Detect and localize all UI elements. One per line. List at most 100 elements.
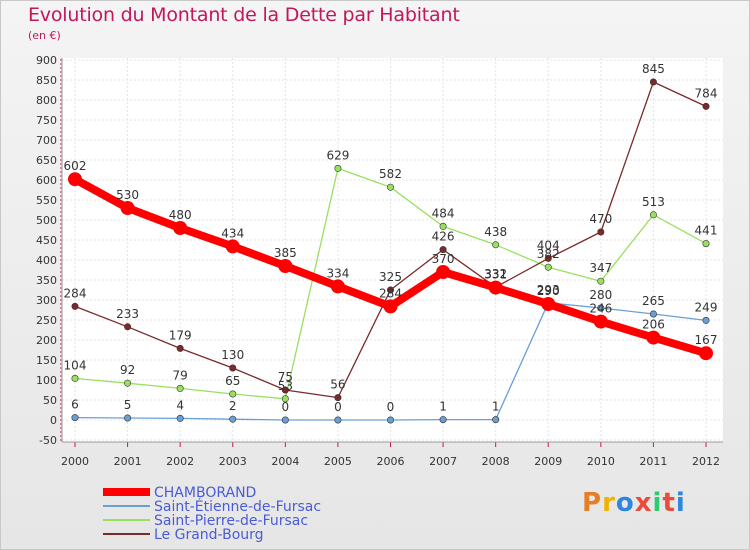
data-label: 334 (326, 266, 349, 280)
data-label: 332 (484, 267, 507, 281)
data-label: 246 (589, 302, 612, 316)
data-point (124, 379, 132, 387)
data-point (646, 330, 661, 345)
y-tick-label: 650 (36, 154, 57, 167)
data-label: 1 (492, 400, 500, 414)
data-point (593, 314, 608, 329)
data-point (436, 265, 451, 279)
data-point (281, 395, 289, 403)
data-label: 2 (229, 399, 237, 413)
data-point (120, 201, 135, 215)
y-tick-label: 900 (36, 54, 57, 67)
data-label: 284 (379, 286, 402, 300)
logo-letter: x (634, 488, 653, 518)
y-tick-label: 100 (36, 374, 57, 387)
proxiti-logo: Proxiti (582, 488, 686, 518)
data-label: 179 (169, 328, 192, 342)
x-tick-label: 2005 (324, 455, 352, 468)
legend-label: CHAMBORAND (154, 485, 256, 501)
x-tick-label: 2011 (639, 455, 667, 468)
data-label: 582 (379, 167, 402, 181)
logo-letter: t (662, 488, 676, 518)
legend-label: Le Grand-Bourg (154, 527, 264, 543)
data-point (699, 346, 713, 361)
y-tick-label: 250 (36, 314, 57, 327)
data-point (702, 102, 710, 110)
data-point (281, 386, 289, 394)
data-label: 0 (334, 400, 342, 414)
y-tick-label: 550 (36, 194, 57, 207)
data-label: 290 (537, 284, 560, 298)
plot-area (62, 58, 723, 442)
data-point (176, 344, 184, 352)
data-point (597, 304, 605, 312)
data-label: 167 (695, 333, 718, 347)
data-label: 404 (537, 238, 560, 252)
y-tick-label: 800 (36, 94, 57, 107)
x-tick-label: 2001 (114, 455, 142, 468)
y-tick-label: 500 (36, 214, 57, 227)
y-tick-label: -50 (39, 434, 57, 447)
data-label: 1 (439, 400, 447, 414)
logo-letter: o (615, 488, 635, 518)
data-point (386, 416, 394, 424)
data-label: 438 (484, 225, 507, 239)
data-point (68, 172, 82, 187)
data-point (71, 414, 79, 422)
chart-subtitle: (en €) (28, 29, 61, 42)
x-tick-label: 2010 (587, 455, 615, 468)
data-point (702, 240, 710, 248)
data-label: 56 (330, 378, 345, 392)
data-point (334, 416, 342, 424)
data-point (229, 390, 237, 398)
x-tick-label: 2000 (61, 455, 89, 468)
data-label: 0 (282, 400, 290, 414)
data-label: 280 (589, 288, 612, 302)
data-point (492, 416, 500, 424)
x-tick-label: 2004 (271, 455, 299, 468)
x-tick-label: 2012 (692, 455, 720, 468)
data-point (544, 254, 552, 262)
data-point (173, 221, 188, 235)
y-tick-label: 600 (36, 174, 57, 187)
data-point (702, 316, 710, 324)
data-label: 5 (124, 398, 132, 412)
data-point (386, 286, 394, 294)
data-point (124, 414, 132, 422)
data-label: 347 (589, 261, 612, 275)
data-label: 434 (221, 226, 244, 240)
data-label: 484 (432, 206, 455, 220)
data-point (334, 164, 342, 172)
data-point (488, 280, 503, 295)
data-label: 0 (387, 400, 395, 414)
logo-letter: i (675, 488, 686, 518)
data-label: 92 (120, 363, 135, 377)
y-tick-label: 450 (36, 234, 57, 247)
logo-letter: P (582, 488, 603, 518)
data-point (541, 297, 556, 311)
x-tick-label: 2008 (482, 455, 510, 468)
x-tick-label: 2009 (534, 455, 562, 468)
data-point (225, 239, 240, 254)
data-point (71, 374, 79, 382)
data-label: 249 (695, 300, 718, 314)
data-label: 104 (64, 358, 87, 372)
data-label: 426 (432, 230, 455, 244)
y-tick-label: 300 (36, 294, 57, 307)
y-tick-label: 700 (36, 134, 57, 147)
x-tick-label: 2007 (429, 455, 457, 468)
data-point (229, 415, 237, 423)
data-point (281, 416, 289, 424)
y-tick-label: 350 (36, 274, 57, 287)
data-point (649, 78, 657, 86)
data-point (649, 310, 657, 318)
data-point (176, 384, 184, 392)
data-point (71, 302, 79, 310)
data-label: 382 (537, 247, 560, 261)
data-point (597, 277, 605, 285)
y-tick-label: 50 (43, 394, 57, 407)
data-label: 480 (169, 208, 192, 222)
chart-title: Evolution du Montant de la Dette par Hab… (28, 4, 460, 26)
data-point (649, 211, 657, 219)
